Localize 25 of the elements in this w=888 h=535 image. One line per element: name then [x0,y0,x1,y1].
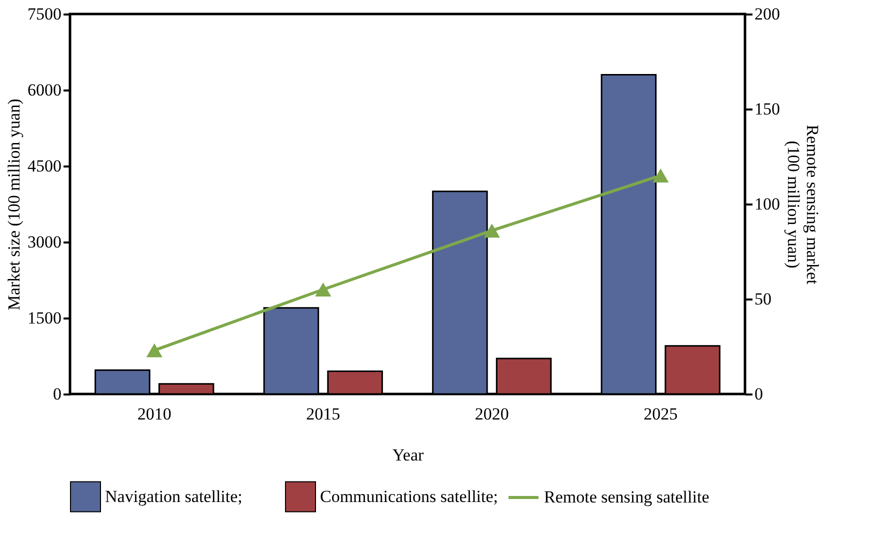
y2-tick-label: 0 [754,384,763,404]
x-axis-title: Year [392,446,424,464]
legend-label: Navigation satellite; [105,486,242,506]
y2-axis-title: Remote sensing market (100 million yuan) [784,124,822,285]
legend-label: Remote sensing satellite [544,488,710,506]
y2-tick-label: 200 [754,4,780,24]
y-tick-label: 6000 [28,80,62,100]
x-tick-label: 2015 [306,404,340,424]
y-tick-label: 7500 [28,4,62,24]
x-tick-label: 2025 [644,404,678,424]
x-tick-label: 2010 [137,404,172,424]
y-tick-label: 1500 [28,308,62,328]
y-tick-label: 0 [53,384,62,404]
point [484,224,500,238]
point [652,168,669,182]
x-tick-label: 2020 [474,404,509,424]
y2-tick-label: 50 [754,290,772,308]
y-tick-label: 3000 [28,232,62,252]
y2-tick-label: 150 [754,100,780,118]
y-tick-label: 4500 [28,156,62,176]
y-axis-title: Market size (100 million yuan) [4,98,24,310]
y2-tick-label: 100 [754,194,780,214]
point [146,343,162,358]
point [315,282,332,296]
legend-label: Communications satellite; [320,486,498,506]
